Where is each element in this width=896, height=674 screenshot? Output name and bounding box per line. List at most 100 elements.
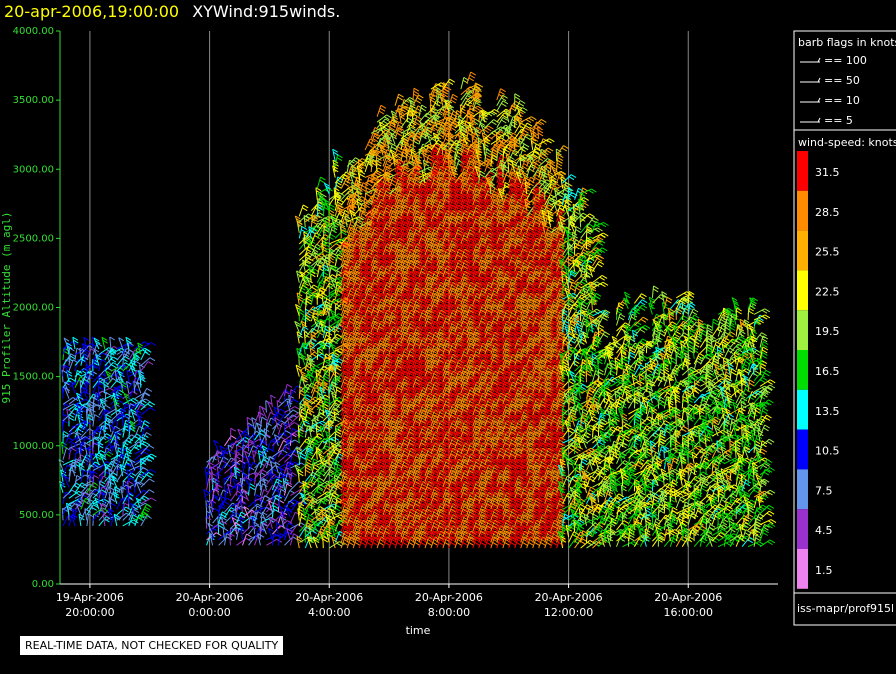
barb-flag [274,461,281,466]
wind-barb [279,467,285,480]
barb-flag [230,435,237,440]
wind-barb [237,429,243,441]
barb-flag [85,436,91,441]
barb-flag [107,451,114,456]
wind-barb [259,462,267,474]
barb-flag [118,409,124,414]
barb-flag [221,516,227,521]
barb-flag [105,370,112,375]
barb-flag [94,461,101,466]
wind-barb [310,376,317,388]
wind-barb [271,484,279,496]
barb-flag [124,455,131,460]
barb-flag [88,513,94,518]
barb-flag [106,433,112,438]
barb-flag [272,468,278,472]
wind-barb [261,522,267,535]
wind-barb [111,426,118,438]
barb-flag [268,500,274,505]
wind-barb [280,511,285,524]
wind-barb [290,415,300,424]
wind-barb [108,491,112,504]
barb-flag [92,482,99,486]
wind-barb [298,453,301,466]
wind-barb [86,414,89,427]
barb-flag [135,409,142,414]
wind-barb [279,506,285,518]
plot-title: 20-apr-2006,19:00:00 XYWind:915winds. [4,2,340,21]
wind-barb [133,353,136,366]
barb-flag [266,422,272,427]
wind-barb [242,533,247,546]
wind-barb [138,370,142,383]
barb-flag [354,541,361,546]
wind-barb [119,464,124,477]
wind-barb [288,395,291,408]
barb-flag [114,513,120,518]
barb-flag [146,515,152,519]
barb-flag [318,354,325,359]
wind-barb [206,532,217,541]
wind-barb [230,461,234,474]
barb-flag [261,416,268,421]
barb-flag [64,475,70,480]
barb-flag [280,408,286,413]
barb-flag [303,497,309,502]
wind-barb [277,440,284,452]
wind-barb [86,404,99,411]
wind-barb [74,422,83,433]
barb-flag [146,474,152,479]
barb-flag [292,409,299,414]
barb-flag [96,456,102,460]
barb-flag [126,486,132,490]
barb-flag [281,511,288,516]
wind-barb [104,472,113,483]
wind-barb [64,365,70,377]
barb-flag [114,436,121,441]
barb-flag [144,441,151,446]
wind-barb [254,528,260,540]
barb-flag [101,358,107,363]
barb-flag [87,375,93,380]
wind-barb [98,425,103,438]
wind-barb [83,420,88,433]
barb-flag [143,451,150,456]
wind-barb [135,409,142,422]
wind-barb [110,347,122,355]
wind-barb [364,138,371,151]
wind-barb [204,466,208,479]
barb-flag [274,417,280,422]
wind-barb [135,498,142,510]
wind-barb [240,527,243,540]
barb-flag [325,486,332,491]
wind-barb [62,437,69,449]
wind-barb [286,439,291,452]
wind-barb [122,349,130,361]
wind-barb [128,441,140,449]
barb-flag [133,503,140,508]
wind-barb [242,434,247,446]
barb-flag [322,538,329,543]
wind-barb [266,474,275,485]
barb-flag [294,449,300,454]
barb-flag [299,392,305,397]
wind-barb [210,472,214,485]
barb-flag [319,422,325,426]
wind-barb [259,456,265,469]
wind-barb [81,343,88,355]
barb-flag [118,337,124,342]
barb-flag [286,520,293,525]
barb-flag [148,489,155,494]
barb-flag [329,206,335,211]
barb-flag [88,402,94,407]
barb-flag [69,377,76,382]
barb-flag [115,459,121,463]
barb-flag [145,426,152,431]
wind-barb [238,495,243,507]
wind-barb [70,381,76,394]
barb-flag [129,420,136,425]
wind-barb [268,456,273,469]
barb-flag [144,513,150,518]
wind-barb [122,453,127,466]
barb-flag [93,337,100,342]
